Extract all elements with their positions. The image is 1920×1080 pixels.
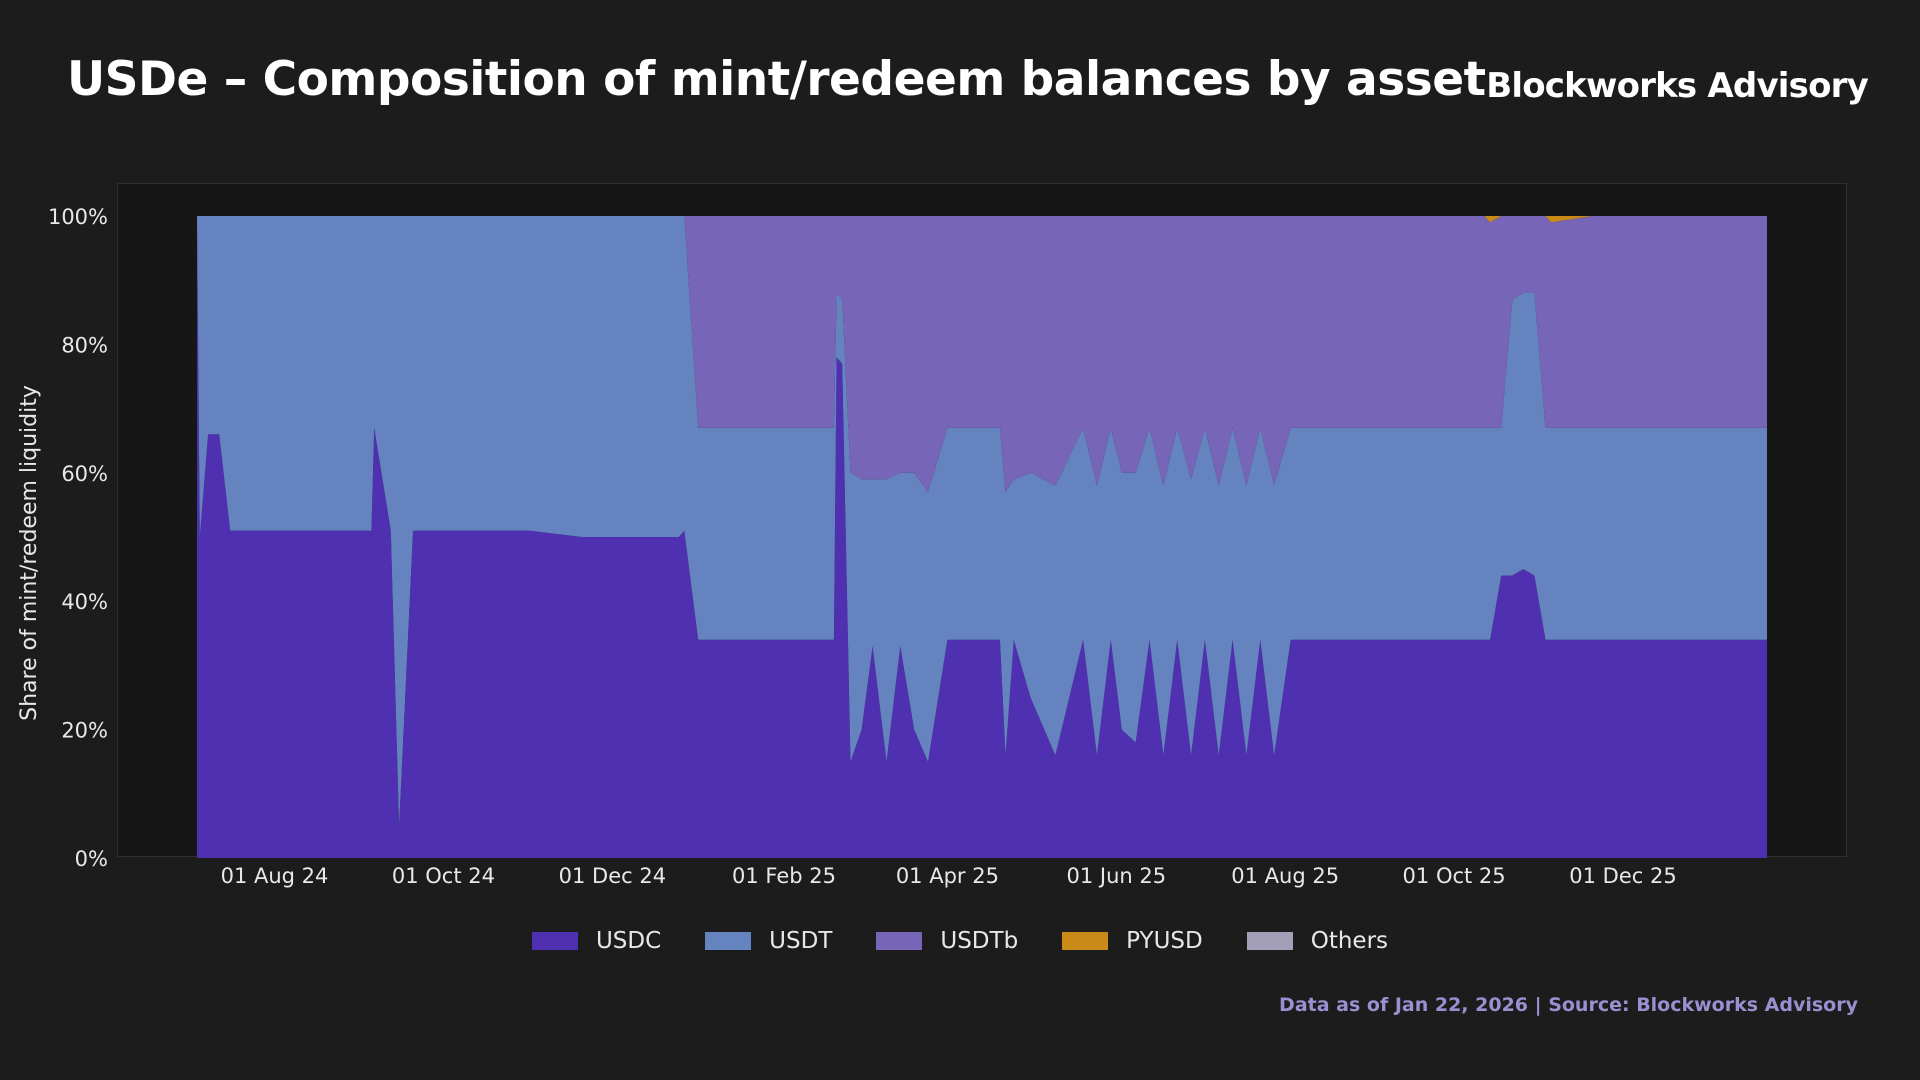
x-tick-label: 01 Aug 24 <box>221 864 329 888</box>
legend-item-usdc[interactable]: USDC <box>531 928 662 954</box>
x-tick-label: 01 Oct 25 <box>1403 864 1506 888</box>
legend-item-usdt[interactable]: USDT <box>705 928 832 954</box>
area-series-usdt <box>197 216 1767 826</box>
area-series-usdtb <box>197 216 1767 493</box>
chart-areas <box>197 216 1767 858</box>
legend-label: PYUSD <box>1126 928 1203 954</box>
legend-swatch <box>876 932 923 950</box>
legend-item-others[interactable]: Others <box>1246 928 1389 954</box>
brand-logo: Blockworks Advisory <box>1486 66 1869 106</box>
y-tick-label: 80% <box>61 333 108 357</box>
y-tick-label: 100% <box>48 205 108 229</box>
legend-label: Others <box>1310 928 1389 954</box>
x-tick-label: 01 Apr 25 <box>896 864 999 888</box>
legend-swatch <box>1062 932 1109 950</box>
y-tick-label: 0% <box>75 847 108 871</box>
chart-title: USDe – Composition of mint/redeem balanc… <box>67 52 1486 107</box>
y-tick-label: 40% <box>61 590 108 614</box>
x-tick-label: 01 Dec 25 <box>1569 864 1676 888</box>
x-tick-label: 01 Dec 24 <box>559 864 666 888</box>
legend-item-pyusd[interactable]: PYUSD <box>1062 928 1203 954</box>
y-tick-label: 60% <box>61 462 108 486</box>
x-tick-label: 01 Jun 25 <box>1066 864 1166 888</box>
legend-label: USDT <box>769 928 833 954</box>
legend: USDC USDT USDTb PYUSD Others <box>0 928 1920 954</box>
legend-item-usdtb[interactable]: USDTb <box>876 928 1018 954</box>
x-tick-label: 01 Aug 25 <box>1231 864 1339 888</box>
x-tick-label: 01 Oct 24 <box>392 864 495 888</box>
y-axis-label: Share of mint/redeem liquidity <box>17 385 42 721</box>
y-tick-label: 20% <box>61 719 108 743</box>
legend-label: USDTb <box>940 928 1019 954</box>
legend-swatch <box>705 932 752 950</box>
legend-swatch <box>531 932 578 950</box>
y-axis: 0% 20% 40% 60% 80% 100% <box>48 205 108 871</box>
legend-swatch <box>1246 932 1293 950</box>
legend-label: USDC <box>595 928 662 954</box>
source-note: Data as of Jan 22, 2026 | Source: Blockw… <box>1279 994 1858 1016</box>
x-tick-label: 01 Feb 25 <box>732 864 836 888</box>
area-series-usdc <box>197 216 1767 858</box>
x-axis: 01 Aug 24 01 Oct 24 01 Dec 24 01 Feb 25 01 A… <box>221 864 1677 888</box>
